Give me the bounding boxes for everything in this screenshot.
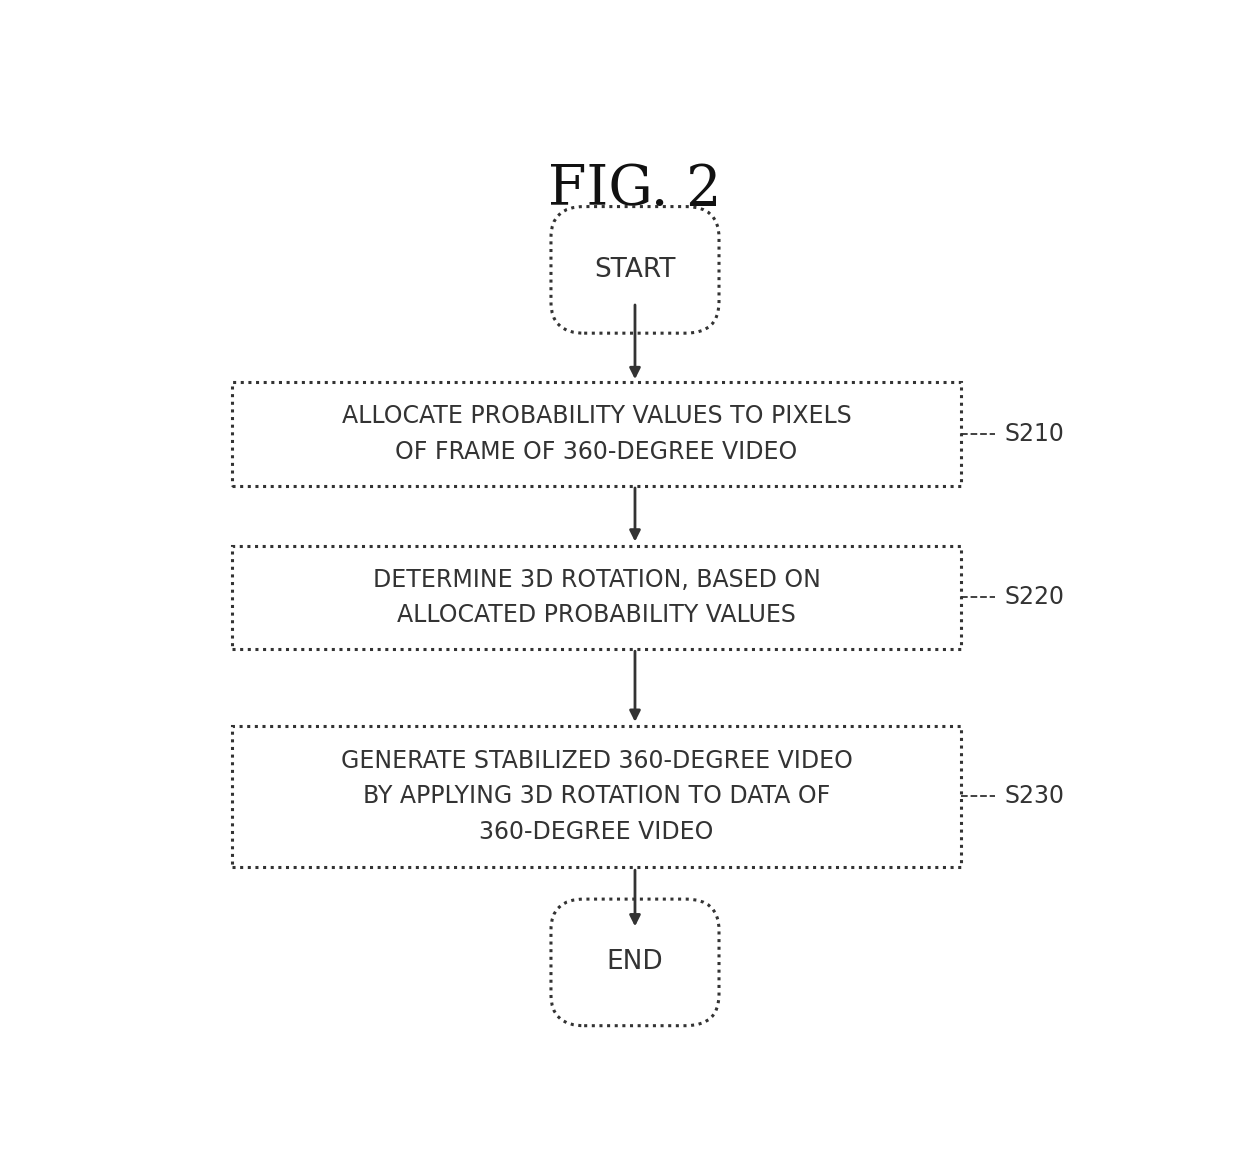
- Text: S220: S220: [1005, 585, 1064, 609]
- Text: END: END: [607, 949, 663, 975]
- FancyBboxPatch shape: [232, 545, 961, 649]
- Text: ALLOCATE PROBABILITY VALUES TO PIXELS
OF FRAME OF 360-DEGREE VIDEO: ALLOCATE PROBABILITY VALUES TO PIXELS OF…: [342, 404, 851, 464]
- FancyBboxPatch shape: [551, 206, 719, 333]
- Text: S230: S230: [1005, 784, 1064, 809]
- FancyBboxPatch shape: [232, 382, 961, 486]
- Text: START: START: [595, 256, 675, 283]
- Text: GENERATE STABILIZED 360-DEGREE VIDEO
BY APPLYING 3D ROTATION TO DATA OF
360-DEGR: GENERATE STABILIZED 360-DEGREE VIDEO BY …: [341, 749, 852, 843]
- FancyBboxPatch shape: [232, 726, 961, 867]
- FancyBboxPatch shape: [551, 899, 719, 1025]
- Text: S210: S210: [1005, 422, 1064, 446]
- Text: DETERMINE 3D ROTATION, BASED ON
ALLOCATED PROBABILITY VALUES: DETERMINE 3D ROTATION, BASED ON ALLOCATE…: [373, 567, 820, 627]
- Text: FIG. 2: FIG. 2: [548, 162, 722, 217]
